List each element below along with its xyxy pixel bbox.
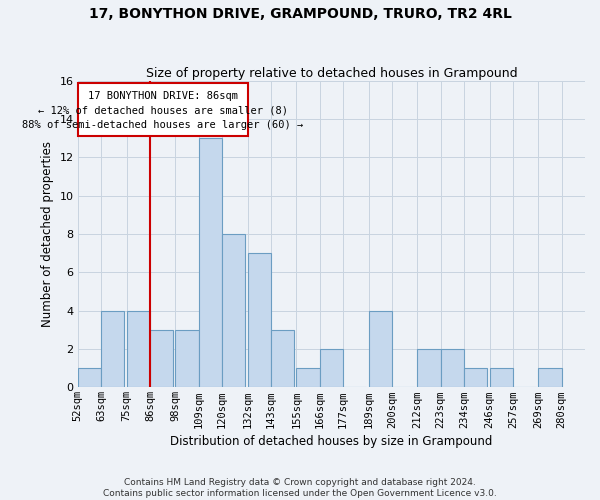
- Bar: [248, 253, 271, 388]
- Text: 88% of semi-detached houses are larger (60) →: 88% of semi-detached houses are larger (…: [22, 120, 304, 130]
- Text: ← 12% of detached houses are smaller (8): ← 12% of detached houses are smaller (8): [38, 106, 287, 116]
- Bar: [78, 368, 101, 388]
- Title: Size of property relative to detached houses in Grampound: Size of property relative to detached ho…: [146, 66, 517, 80]
- Bar: [127, 310, 150, 388]
- Bar: [271, 330, 294, 388]
- Text: 17 BONYTHON DRIVE: 86sqm: 17 BONYTHON DRIVE: 86sqm: [88, 91, 238, 101]
- Bar: [175, 330, 199, 388]
- Bar: [222, 234, 245, 388]
- Bar: [78, 82, 248, 136]
- Text: 17, BONYTHON DRIVE, GRAMPOUND, TRURO, TR2 4RL: 17, BONYTHON DRIVE, GRAMPOUND, TRURO, TR…: [89, 8, 511, 22]
- Bar: [490, 368, 513, 388]
- X-axis label: Distribution of detached houses by size in Grampound: Distribution of detached houses by size …: [170, 434, 493, 448]
- Bar: [418, 349, 440, 388]
- Bar: [440, 349, 464, 388]
- Y-axis label: Number of detached properties: Number of detached properties: [41, 141, 54, 327]
- Bar: [199, 138, 222, 388]
- Bar: [101, 310, 124, 388]
- Bar: [296, 368, 320, 388]
- Bar: [150, 330, 173, 388]
- Bar: [538, 368, 562, 388]
- Bar: [368, 310, 392, 388]
- Text: Contains HM Land Registry data © Crown copyright and database right 2024.
Contai: Contains HM Land Registry data © Crown c…: [103, 478, 497, 498]
- Bar: [464, 368, 487, 388]
- Bar: [320, 349, 343, 388]
